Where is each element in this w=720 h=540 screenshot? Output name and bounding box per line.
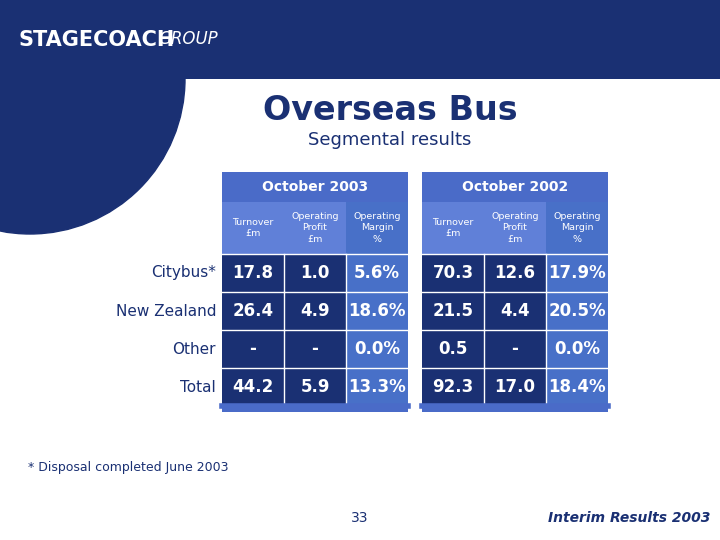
Text: New Zealand: New Zealand xyxy=(115,303,216,319)
Text: STAGECOACH: STAGECOACH xyxy=(18,30,174,50)
Text: -: - xyxy=(312,340,318,358)
Text: Turnover
£m: Turnover £m xyxy=(233,218,274,238)
Text: 1.0: 1.0 xyxy=(300,264,330,282)
Bar xyxy=(546,202,608,254)
Circle shape xyxy=(0,0,185,234)
Text: 33: 33 xyxy=(351,511,369,525)
Text: 26.4: 26.4 xyxy=(233,302,274,320)
Text: 0.5: 0.5 xyxy=(438,340,468,358)
Bar xyxy=(422,368,546,406)
Text: 44.2: 44.2 xyxy=(233,378,274,396)
Bar xyxy=(222,202,346,254)
Bar xyxy=(346,202,408,254)
Bar xyxy=(546,254,608,292)
Text: 92.3: 92.3 xyxy=(433,378,474,396)
Text: Operating
Profit
£m: Operating Profit £m xyxy=(292,212,338,244)
Text: 17.0: 17.0 xyxy=(495,378,536,396)
Text: 17.8: 17.8 xyxy=(233,264,274,282)
Bar xyxy=(422,406,608,412)
Bar xyxy=(346,368,408,406)
Bar xyxy=(546,292,608,330)
Bar xyxy=(422,330,546,368)
Bar xyxy=(222,292,346,330)
Bar xyxy=(222,406,408,412)
Text: October 2003: October 2003 xyxy=(262,180,368,194)
Bar xyxy=(546,368,608,406)
Text: October 2002: October 2002 xyxy=(462,180,568,194)
Text: 20.5%: 20.5% xyxy=(548,302,606,320)
Text: 4.9: 4.9 xyxy=(300,302,330,320)
Bar xyxy=(0,0,720,79)
Bar xyxy=(346,254,408,292)
Text: -: - xyxy=(512,340,518,358)
Text: Other: Other xyxy=(173,341,216,356)
Text: 70.3: 70.3 xyxy=(433,264,474,282)
Bar xyxy=(222,368,346,406)
Text: 0.0%: 0.0% xyxy=(354,340,400,358)
Bar xyxy=(422,292,546,330)
Text: 4.4: 4.4 xyxy=(500,302,530,320)
Text: * Disposal completed June 2003: * Disposal completed June 2003 xyxy=(28,462,228,475)
Text: 13.3%: 13.3% xyxy=(348,378,406,396)
Bar xyxy=(422,254,546,292)
Text: 12.6: 12.6 xyxy=(495,264,536,282)
Text: 5.9: 5.9 xyxy=(300,378,330,396)
Text: Overseas Bus: Overseas Bus xyxy=(263,93,517,126)
Text: Total: Total xyxy=(180,380,216,395)
Text: Interim Results 2003: Interim Results 2003 xyxy=(548,511,710,525)
Bar xyxy=(422,172,608,202)
Text: 18.6%: 18.6% xyxy=(348,302,406,320)
Text: 5.6%: 5.6% xyxy=(354,264,400,282)
Bar xyxy=(422,202,546,254)
Bar xyxy=(346,330,408,368)
Bar xyxy=(346,292,408,330)
Text: GROUP: GROUP xyxy=(158,30,217,49)
Text: Segmental results: Segmental results xyxy=(308,131,472,149)
Text: Citybus*: Citybus* xyxy=(151,266,216,280)
Bar xyxy=(222,172,408,202)
Text: 0.0%: 0.0% xyxy=(554,340,600,358)
Text: -: - xyxy=(250,340,256,358)
Bar xyxy=(222,330,346,368)
Text: Operating
Margin
%: Operating Margin % xyxy=(354,212,401,244)
Text: 17.9%: 17.9% xyxy=(548,264,606,282)
Text: Operating
Margin
%: Operating Margin % xyxy=(553,212,600,244)
Text: Operating
Profit
£m: Operating Profit £m xyxy=(491,212,539,244)
Bar xyxy=(546,330,608,368)
Bar xyxy=(222,254,346,292)
Text: 21.5: 21.5 xyxy=(433,302,474,320)
Text: 18.4%: 18.4% xyxy=(548,378,606,396)
Text: Turnover
£m: Turnover £m xyxy=(432,218,474,238)
